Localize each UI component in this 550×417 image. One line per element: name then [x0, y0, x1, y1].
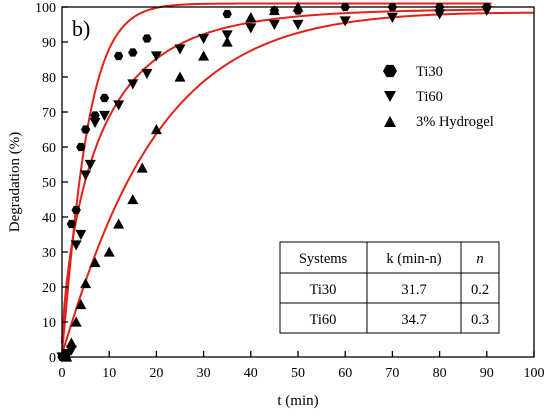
y-axis-title: Degradation (%)	[7, 132, 23, 232]
data-point-triangle-down	[292, 19, 304, 30]
data-point-hexagon	[128, 48, 138, 57]
data-point-triangle-down	[141, 68, 153, 79]
data-point-triangle-down	[89, 117, 101, 128]
x-tick-label: 90	[480, 366, 494, 381]
y-tick-label: 30	[42, 246, 56, 261]
y-tick-label: 60	[42, 141, 56, 156]
x-tick-label: 60	[338, 366, 352, 381]
table-cell: 0.3	[471, 312, 489, 328]
x-tick-label: 70	[385, 366, 399, 381]
data-point-triangle-down	[198, 33, 210, 44]
legend-item-hydrogel: 3% Hydrogel	[384, 114, 494, 130]
x-axis: 0 10 20 30 40 50 60 70 80 90 100	[59, 351, 545, 381]
data-point-triangle-up	[150, 124, 162, 135]
y-tick-label: 100	[35, 1, 56, 16]
data-point-triangle-down	[174, 44, 186, 55]
x-axis-title: t (min)	[277, 393, 318, 409]
data-point-triangle-down	[434, 9, 446, 20]
data-point-triangle-up	[136, 162, 148, 173]
x-tick-label: 30	[197, 366, 211, 381]
x-tick-label: 20	[149, 366, 163, 381]
data-point-hexagon	[222, 9, 232, 19]
x-tick-label: 40	[244, 366, 258, 381]
data-point-triangle-down	[70, 240, 82, 251]
data-point-hexagon	[90, 111, 100, 120]
y-tick-label: 50	[42, 176, 56, 191]
table-cell: 31.7	[401, 282, 426, 298]
y-tick-label: 80	[42, 71, 56, 86]
data-point-triangle-up	[245, 12, 257, 23]
data-point-hexagon	[80, 125, 91, 134]
data-point-hexagon	[113, 51, 124, 61]
table-cell: 34.7	[401, 312, 426, 328]
table-cell: Ti30	[310, 282, 337, 298]
data-point-triangle-up	[80, 278, 92, 289]
data-point-triangle-up	[198, 50, 210, 61]
legend: Ti30 Ti60 3% Hydrogel	[383, 64, 494, 130]
data-point-triangle-up	[221, 36, 233, 47]
y-tick-label: 70	[42, 106, 56, 121]
legend-label: 3% Hydrogel	[416, 114, 494, 130]
data-point-triangle-up	[268, 5, 280, 16]
triangle-down-marker-icon	[384, 91, 396, 102]
y-tick-label: 20	[42, 281, 56, 296]
x-tick-label: 50	[291, 366, 305, 381]
legend-item-ti30: Ti30	[383, 64, 443, 80]
x-tick-label: 0	[59, 366, 66, 381]
y-tick-label: 0	[49, 351, 56, 366]
data-point-hexagon	[76, 142, 86, 152]
data-point-hexagon	[66, 219, 77, 229]
x-tick-label: 80	[433, 366, 447, 381]
kinetics-table: Systems k (min-n) n Ti30 31.7 0.2 Ti60 3…	[279, 241, 500, 334]
panel-label: b)	[72, 16, 90, 41]
fit-curve-ti30	[61, 2, 492, 352]
legend-label: Ti30	[416, 64, 443, 80]
data-point-triangle-up	[75, 299, 87, 310]
legend-label: Ti60	[416, 89, 443, 105]
data-point-triangle-down	[481, 5, 493, 16]
data-point-hexagon	[71, 205, 81, 215]
table-cell: Ti60	[310, 312, 337, 328]
data-point-triangle-up	[127, 194, 139, 205]
y-tick-label: 10	[42, 316, 56, 331]
table-cell: 0.2	[471, 282, 489, 298]
data-point-triangle-down	[84, 159, 96, 170]
x-tick-label: 100	[524, 366, 545, 381]
table-header-systems: Systems	[299, 251, 348, 267]
table-header-k: k (min-n)	[386, 251, 441, 267]
data-point-triangle-down	[75, 229, 87, 240]
table-border	[279, 241, 500, 334]
data-point-triangle-down	[65, 345, 77, 356]
y-axis: 0 10 20 30 40 50 60 70 80 90 100	[35, 1, 68, 366]
hexagon-marker-icon	[383, 64, 397, 78]
y-tick-label: 40	[42, 211, 56, 226]
data-point-triangle-down	[245, 23, 257, 34]
data-point-triangle-down	[268, 19, 280, 30]
fit-curve-hydrogel	[61, 11, 535, 354]
data-point-triangle-down	[127, 79, 139, 90]
data-point-triangle-down	[150, 51, 162, 62]
data-markers	[56, 1, 493, 363]
data-point-hexagon	[142, 34, 152, 43]
data-point-triangle-up	[113, 218, 125, 229]
legend-item-ti60: Ti60	[384, 89, 443, 105]
data-point-triangle-up	[174, 71, 186, 82]
data-point-hexagon	[99, 93, 110, 103]
data-point-triangle-up	[65, 337, 77, 348]
data-point-triangle-down	[113, 100, 125, 111]
data-point-triangle-down	[98, 110, 110, 121]
y-tick-label: 90	[42, 36, 56, 51]
triangle-up-marker-icon	[384, 116, 396, 127]
data-point-triangle-up	[103, 246, 115, 257]
data-point-triangle-down	[80, 170, 92, 181]
table-header-n: n	[476, 251, 483, 267]
data-point-triangle-up	[89, 257, 101, 268]
data-point-triangle-down	[386, 12, 398, 23]
data-point-triangle-down	[221, 30, 233, 41]
x-tick-label: 10	[102, 366, 116, 381]
data-point-triangle-up	[70, 316, 82, 327]
data-point-triangle-down	[339, 16, 351, 27]
